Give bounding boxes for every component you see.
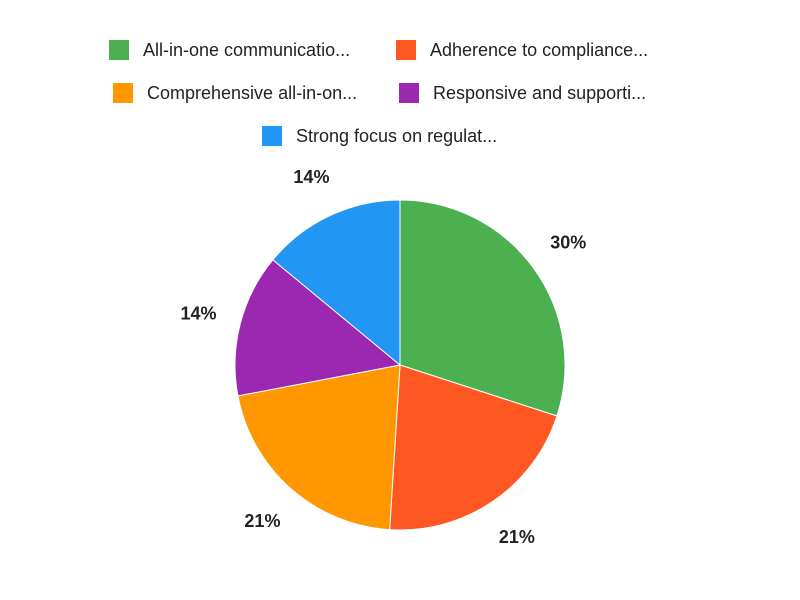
legend-label: All-in-one communicatio... [143,39,351,60]
slice-data-label: 14% [181,303,217,323]
legend-item: Comprehensive all-in-on... [113,82,357,104]
pie-slice [234,259,402,397]
slice-data-label: 14% [293,167,329,187]
pie-slice [399,199,566,417]
legend-swatch [396,40,416,60]
legend-swatch [262,126,282,146]
legend-swatch [113,83,133,103]
legend-label: Strong focus on regulat... [296,125,498,146]
slice-data-label: 21% [499,527,535,547]
legend-item: Strong focus on regulat... [262,125,497,147]
legend-label: Comprehensive all-in-on... [147,82,358,103]
legend-item: Adherence to compliance... [396,39,648,61]
slice-data-label: 30% [550,233,586,253]
pie-slice [237,364,401,531]
legend-label: Responsive and supporti... [433,82,647,103]
legend-item: All-in-one communicatio... [109,39,350,61]
legend-swatch [109,40,129,60]
legend-item: Responsive and supporti... [399,82,646,104]
pie-slice [389,364,558,531]
slice-data-label: 21% [244,511,280,531]
pie-slice [272,199,401,367]
legend-swatch [399,83,419,103]
legend-label: Adherence to compliance... [430,39,649,60]
